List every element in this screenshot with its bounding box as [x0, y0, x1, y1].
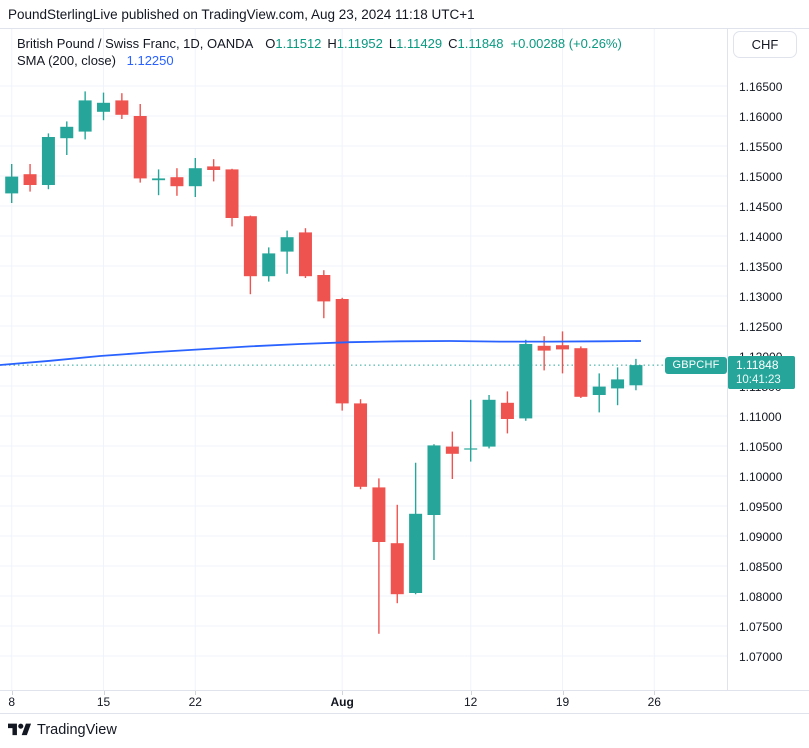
time-scale-border — [0, 690, 809, 691]
currency-button[interactable]: CHF — [733, 31, 797, 58]
time-tick-mark — [11, 691, 13, 695]
time-scale-label: 8 — [8, 695, 16, 709]
price-scale-label: 1.09500 — [739, 499, 783, 514]
legend-indicator-row: SMA (200, close) 1.12250 — [17, 53, 622, 68]
price-scale-label: 1.13000 — [739, 289, 783, 304]
time-scale-label: 15 — [96, 695, 111, 709]
price-scale-label: 1.16000 — [739, 109, 783, 124]
footer-border — [0, 713, 809, 714]
last-price-label: 1.11848 10:41:23 — [728, 356, 795, 390]
price-scale-label: 1.08500 — [739, 559, 783, 574]
tradingview-attribution[interactable]: TradingView — [8, 720, 117, 740]
tradingview-logo-icon — [8, 723, 31, 736]
indicator-name: SMA (200, close) — [17, 53, 116, 68]
price-scale-label: 1.07500 — [739, 619, 783, 634]
ohlc-key: C — [448, 36, 458, 51]
time-scale-label: Aug — [330, 695, 354, 709]
candlestick-series — [5, 91, 643, 634]
time-tick-mark — [342, 691, 344, 695]
price-scale-label: 1.16500 — [739, 79, 783, 94]
ohlc-values: O1.11512 H1.11952 L1.11429 C1.11848 — [259, 36, 503, 51]
time-tick-mark — [195, 691, 197, 695]
ohlc-value: 1.11429 — [396, 36, 443, 51]
time-scale[interactable]: 8 15 22 Aug 12 19 26 — [0, 691, 809, 713]
bar-countdown: 10:41:23 — [736, 374, 781, 387]
price-scale-border — [727, 29, 728, 713]
candlestick-chart-canvas[interactable] — [0, 29, 727, 690]
price-scale-label: 1.14500 — [739, 199, 783, 214]
attribution-bar: PoundSterlingLive published on TradingVi… — [0, 0, 809, 29]
time-scale-label: 19 — [555, 695, 570, 709]
sma-line — [0, 340, 642, 366]
price-scale-label: 1.12500 — [739, 319, 783, 334]
ohlc-key: L — [388, 36, 397, 51]
time-scale-label: 26 — [647, 695, 661, 709]
time-tick-mark — [654, 691, 656, 695]
price-scale-label: 1.15000 — [739, 169, 783, 184]
ohlc-key: O — [265, 36, 276, 51]
price-scale-label: 1.10000 — [739, 469, 783, 484]
last-price-value: 1.11848 — [736, 358, 779, 373]
time-tick-mark — [562, 691, 564, 695]
price-scale-label: 1.08000 — [739, 589, 783, 604]
indicator-value: 1.12250 — [126, 53, 174, 68]
ohlc-value: 1.11848 — [457, 36, 504, 51]
time-scale-label: 22 — [188, 695, 202, 709]
price-scale-label: 1.10500 — [739, 439, 783, 454]
time-scale-label: 12 — [464, 695, 478, 709]
symbol-title: British Pound / Swiss Franc, 1D, OANDA — [17, 36, 254, 51]
price-scale-label: 1.14000 — [739, 229, 783, 244]
chart-legend: British Pound / Swiss Franc, 1D, OANDA O1… — [17, 36, 622, 70]
symbol-price-tag: GBPCHF — [665, 356, 727, 374]
price-scale-label: 1.15500 — [739, 139, 783, 154]
ohlc-value: 1.11952 — [336, 36, 383, 51]
price-scale-label: 1.07000 — [739, 649, 783, 664]
legend-main-row: British Pound / Swiss Franc, 1D, OANDA O1… — [17, 36, 622, 51]
price-scale-label: 1.13500 — [739, 259, 783, 274]
time-tick-mark — [103, 691, 105, 695]
price-scale-label: 1.11000 — [739, 409, 782, 424]
ohlc-key: H — [327, 36, 337, 51]
published-line: PoundSterlingLive published on TradingVi… — [8, 7, 475, 22]
tradingview-logo-text: TradingView — [37, 722, 117, 738]
chart-pane[interactable] — [0, 29, 727, 690]
price-scale-label: 1.09000 — [739, 529, 783, 544]
grid-lines — [0, 29, 727, 690]
change-value: +0.00288 (+0.26%) — [510, 36, 622, 51]
ohlc-value: 1.11512 — [275, 36, 322, 51]
time-tick-mark — [470, 691, 472, 695]
